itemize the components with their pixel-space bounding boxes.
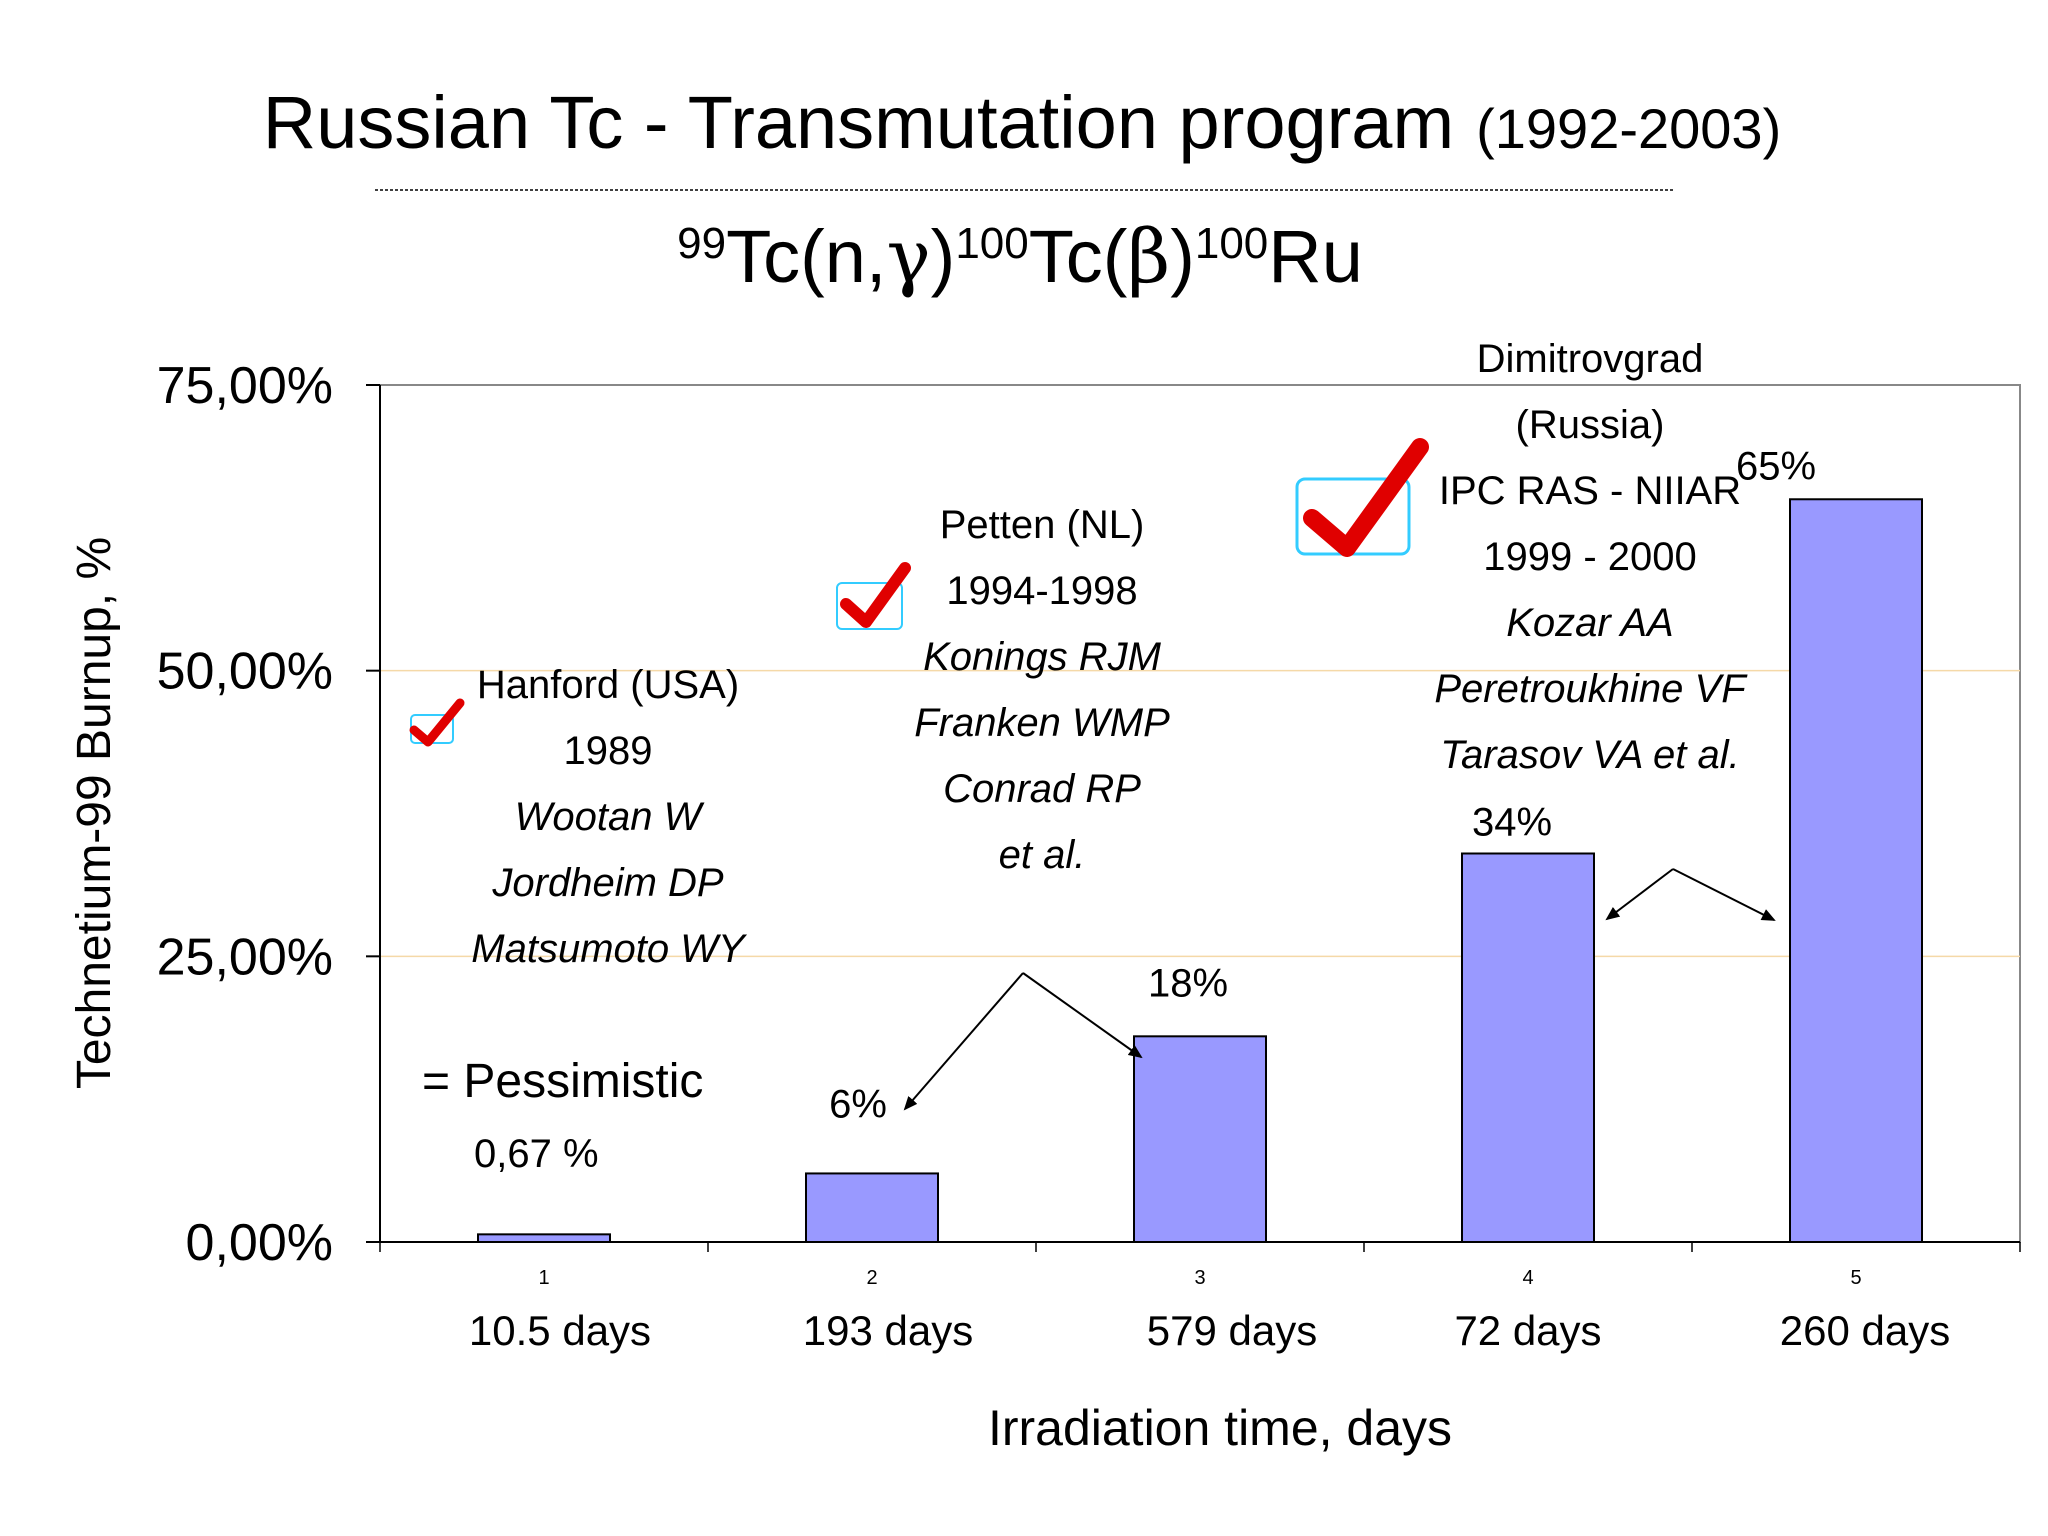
- checkmark-icon: [1295, 438, 1429, 557]
- pessimistic-label: = Pessimistic: [422, 1055, 703, 1108]
- petten-author: Conrad RP: [943, 767, 1141, 811]
- data-label: 6%: [829, 1082, 887, 1126]
- hanford-site: Hanford (USA): [477, 663, 739, 707]
- petten-annotation: Petten (NL) 1994-1998 Konings RJM Franke…: [914, 503, 1170, 877]
- y-tick-label: 50,00%: [157, 643, 333, 701]
- hanford-annotation: Hanford (USA) 1989 Wootan W Jordheim DP …: [471, 663, 748, 971]
- checkmark-icon: [836, 562, 911, 630]
- reaction-formula: 99Tc(n,γ)100Tc(β)100Ru: [677, 214, 1363, 300]
- dimitrovgrad-institute: IPC RAS - NIIAR: [1439, 469, 1741, 513]
- pessimistic-value: 0,67 %: [474, 1132, 599, 1176]
- x-tick-label: 2: [866, 1267, 877, 1289]
- y-tick-label: 0,00%: [186, 1214, 333, 1272]
- data-label: 18%: [1148, 961, 1228, 1005]
- y-tick-label: 75,00%: [157, 357, 333, 415]
- hanford-year: 1989: [564, 729, 653, 773]
- data-label: 34%: [1472, 800, 1552, 844]
- data-label: 65%: [1736, 444, 1816, 488]
- hanford-author: Matsumoto WY: [471, 927, 748, 971]
- bar: [1461, 852, 1595, 1243]
- petten-author: Franken WMP: [914, 701, 1170, 745]
- x-axis-title: Irradiation time, days: [988, 1400, 1452, 1456]
- petten-site: Petten (NL): [940, 503, 1145, 547]
- hanford-author: Jordheim DP: [491, 861, 724, 905]
- bar: [805, 1172, 939, 1243]
- dimitrovgrad-annotation: Dimitrovgrad (Russia) IPC RAS - NIIAR 19…: [1434, 337, 1748, 777]
- x-category-sublabel: 10.5 days: [469, 1307, 651, 1354]
- bar: [1133, 1035, 1267, 1243]
- slide-title: Russian Tc - Transmutation program (1992-…: [263, 81, 1781, 164]
- x-tick-label: 4: [1522, 1267, 1533, 1289]
- dimitrovgrad-author: Tarasov VA et al.: [1440, 733, 1739, 777]
- petten-author: Konings RJM: [923, 635, 1162, 679]
- x-tick-label: 5: [1850, 1267, 1861, 1289]
- dimitrovgrad-author: Kozar AA: [1506, 601, 1673, 645]
- dimitrovgrad-site: Dimitrovgrad: [1477, 337, 1704, 381]
- bar: [477, 1233, 611, 1243]
- dimitrovgrad-country: (Russia): [1516, 403, 1665, 447]
- petten-author: et al.: [999, 833, 1086, 877]
- y-tick-label: 25,00%: [157, 928, 333, 986]
- x-tick-label: 3: [1194, 1267, 1205, 1289]
- x-tick-label: 1: [538, 1267, 549, 1289]
- y-axis-title: Technetium-99 Burnup, %: [68, 537, 121, 1089]
- mass-number-99: 99: [677, 219, 726, 268]
- checkmark-icon: [409, 698, 465, 747]
- x-category-sublabel: 260 days: [1780, 1307, 1950, 1354]
- x-category-sublabel: 579 days: [1147, 1307, 1317, 1354]
- x-category-sublabel: 72 days: [1454, 1307, 1601, 1354]
- comparison-arrows-2: [1605, 868, 1776, 921]
- hanford-author: Wootan W: [515, 795, 705, 839]
- bar: [1789, 498, 1923, 1243]
- dimitrovgrad-author: Peretroukhine VF: [1434, 667, 1748, 711]
- dimitrovgrad-years: 1999 - 2000: [1483, 535, 1697, 579]
- comparison-arrows-1: [903, 972, 1143, 1111]
- x-category-sublabel: 193 days: [803, 1307, 973, 1354]
- petten-years: 1994-1998: [946, 569, 1137, 613]
